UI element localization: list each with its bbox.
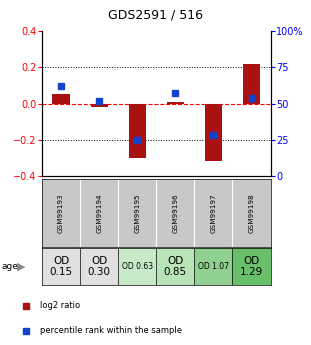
Bar [53,93,70,104]
Bar [232,248,271,285]
Text: GSM99195: GSM99195 [134,193,140,233]
Bar [118,248,156,285]
Bar [80,248,118,285]
Text: OD
0.15: OD 0.15 [49,256,72,277]
Text: OD
0.30: OD 0.30 [88,256,111,277]
Text: GDS2591 / 516: GDS2591 / 516 [108,9,203,22]
Text: GSM99197: GSM99197 [211,193,216,233]
Text: OD 1.07: OD 1.07 [198,262,229,271]
Bar [156,248,194,285]
Text: OD
0.85: OD 0.85 [164,256,187,277]
Text: GSM99198: GSM99198 [248,193,254,233]
Text: GSM99196: GSM99196 [172,193,178,233]
Bar [91,104,108,107]
Bar [42,248,80,285]
Bar [243,63,260,104]
Text: age: age [2,262,18,271]
Bar [205,104,222,161]
Text: OD 0.63: OD 0.63 [122,262,153,271]
Bar [167,102,184,104]
Text: OD
1.29: OD 1.29 [240,256,263,277]
Text: percentile rank within the sample: percentile rank within the sample [40,326,182,335]
Text: ▶: ▶ [16,262,25,272]
Text: GSM99194: GSM99194 [96,193,102,233]
Text: log2 ratio: log2 ratio [40,301,80,310]
Text: GSM99193: GSM99193 [58,193,64,233]
Bar [194,248,232,285]
Bar [129,104,146,158]
